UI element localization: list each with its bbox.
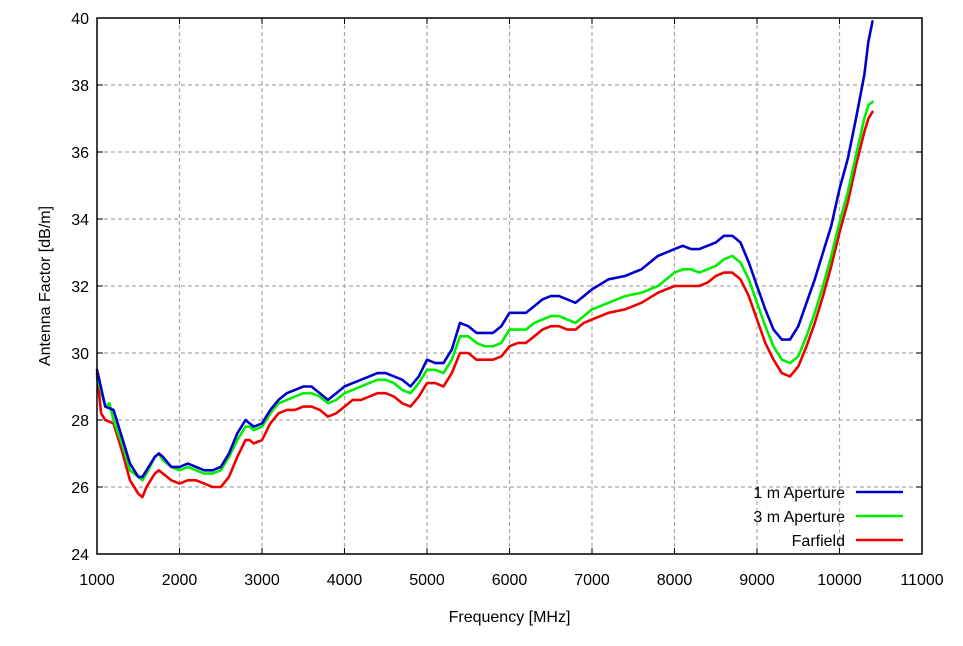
y-tick-label-32: 32	[71, 279, 89, 296]
y-tick-labels: 24 26 28 30 32 34 36 38 40	[71, 11, 89, 564]
x-tick-labels: 1000 2000 3000 4000 5000 6000 7000 8000 9000 1000…	[79, 572, 944, 589]
series-line-3m-aperture	[95, 100, 874, 482]
x-axis-title: Frequency [MHz]	[449, 609, 571, 626]
x-tick-label-6000: 6000	[492, 572, 528, 589]
y-tick-label-40: 40	[71, 11, 89, 28]
legend: 1 m Aperture 3 m Aperture Farfield	[753, 485, 903, 550]
x-tick-label-2000: 2000	[162, 572, 198, 589]
y-tick-label-34: 34	[71, 212, 89, 229]
y-tick-label-36: 36	[71, 145, 89, 162]
y-tick-label-38: 38	[71, 78, 89, 95]
y-tick-label-26: 26	[71, 480, 89, 497]
y-tick-label-28: 28	[71, 413, 89, 430]
legend-label-farfield: Farfield	[792, 533, 845, 550]
x-tick-label-7000: 7000	[574, 572, 610, 589]
x-tick-label-9000: 9000	[739, 572, 775, 589]
x-tick-label-8000: 8000	[657, 572, 693, 589]
y-axis-title: Antenna Factor [dB/m]	[37, 206, 54, 366]
y-tick-label-24: 24	[71, 547, 89, 564]
y-tick-label-30: 30	[71, 346, 89, 363]
series-line-farfield	[95, 110, 874, 499]
axis-ticks	[96, 17, 923, 555]
x-tick-label-5000: 5000	[409, 572, 445, 589]
grid-lines	[97, 18, 922, 554]
series-line-1m-aperture	[95, 20, 874, 479]
x-tick-label-3000: 3000	[244, 572, 280, 589]
legend-label-3m-aperture: 3 m Aperture	[753, 509, 845, 526]
legend-label-1m-aperture: 1 m Aperture	[753, 485, 845, 502]
x-tick-label-4000: 4000	[327, 572, 363, 589]
x-tick-label-1000: 1000	[79, 572, 115, 589]
x-tick-label-10000: 10000	[817, 572, 862, 589]
series-lines	[95, 20, 874, 499]
x-tick-label-11000: 11000	[900, 572, 943, 589]
